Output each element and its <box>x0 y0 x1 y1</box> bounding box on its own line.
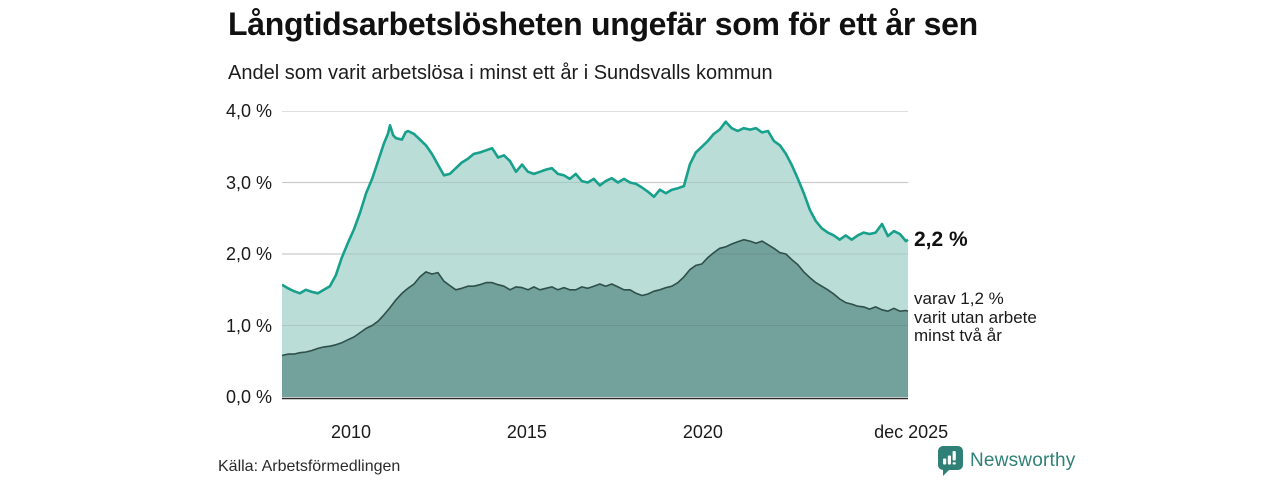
annotation-latest-total: 2,2 % <box>914 227 968 251</box>
newsworthy-bars-icon <box>938 446 963 476</box>
y-tick-label: 0,0 % <box>225 387 272 407</box>
annotation-subset-line: varav 1,2 % <box>914 289 1004 309</box>
brand-name: Newsworthy <box>970 450 1076 471</box>
y-tick-label: 3,0 % <box>225 172 272 193</box>
chart-subtitle: Andel som varit arbetslösa i minst ett å… <box>228 62 773 84</box>
x-tick-label: 2010 <box>330 422 371 442</box>
annotation-subset: varav 1,2 % varit utan arbete minst två … <box>914 290 1037 346</box>
area-chart-plot <box>282 111 909 400</box>
x-tick-label: dec 2025 <box>874 422 949 442</box>
y-tick-label: 1,0 % <box>225 315 272 336</box>
annotation-subset-line: varit utan arbete <box>914 307 1037 327</box>
source-note: Källa: Arbetsförmedlingen <box>218 458 401 475</box>
y-tick-label: 4,0 % <box>225 101 272 121</box>
y-tick-label: 2,0 % <box>225 244 272 264</box>
x-tick-label: 2020 <box>682 422 723 442</box>
newsworthy-logo: Newsworthy <box>938 446 1075 476</box>
line-two-plus-years <box>282 238 909 357</box>
area-two-plus-years <box>282 239 908 397</box>
chart-title: Långtidsarbetslösheten ungefär som för e… <box>228 6 978 42</box>
annotation-subset-line: minst två år <box>914 326 1002 346</box>
line-total <box>282 120 909 295</box>
x-tick-label: 2015 <box>506 422 547 442</box>
